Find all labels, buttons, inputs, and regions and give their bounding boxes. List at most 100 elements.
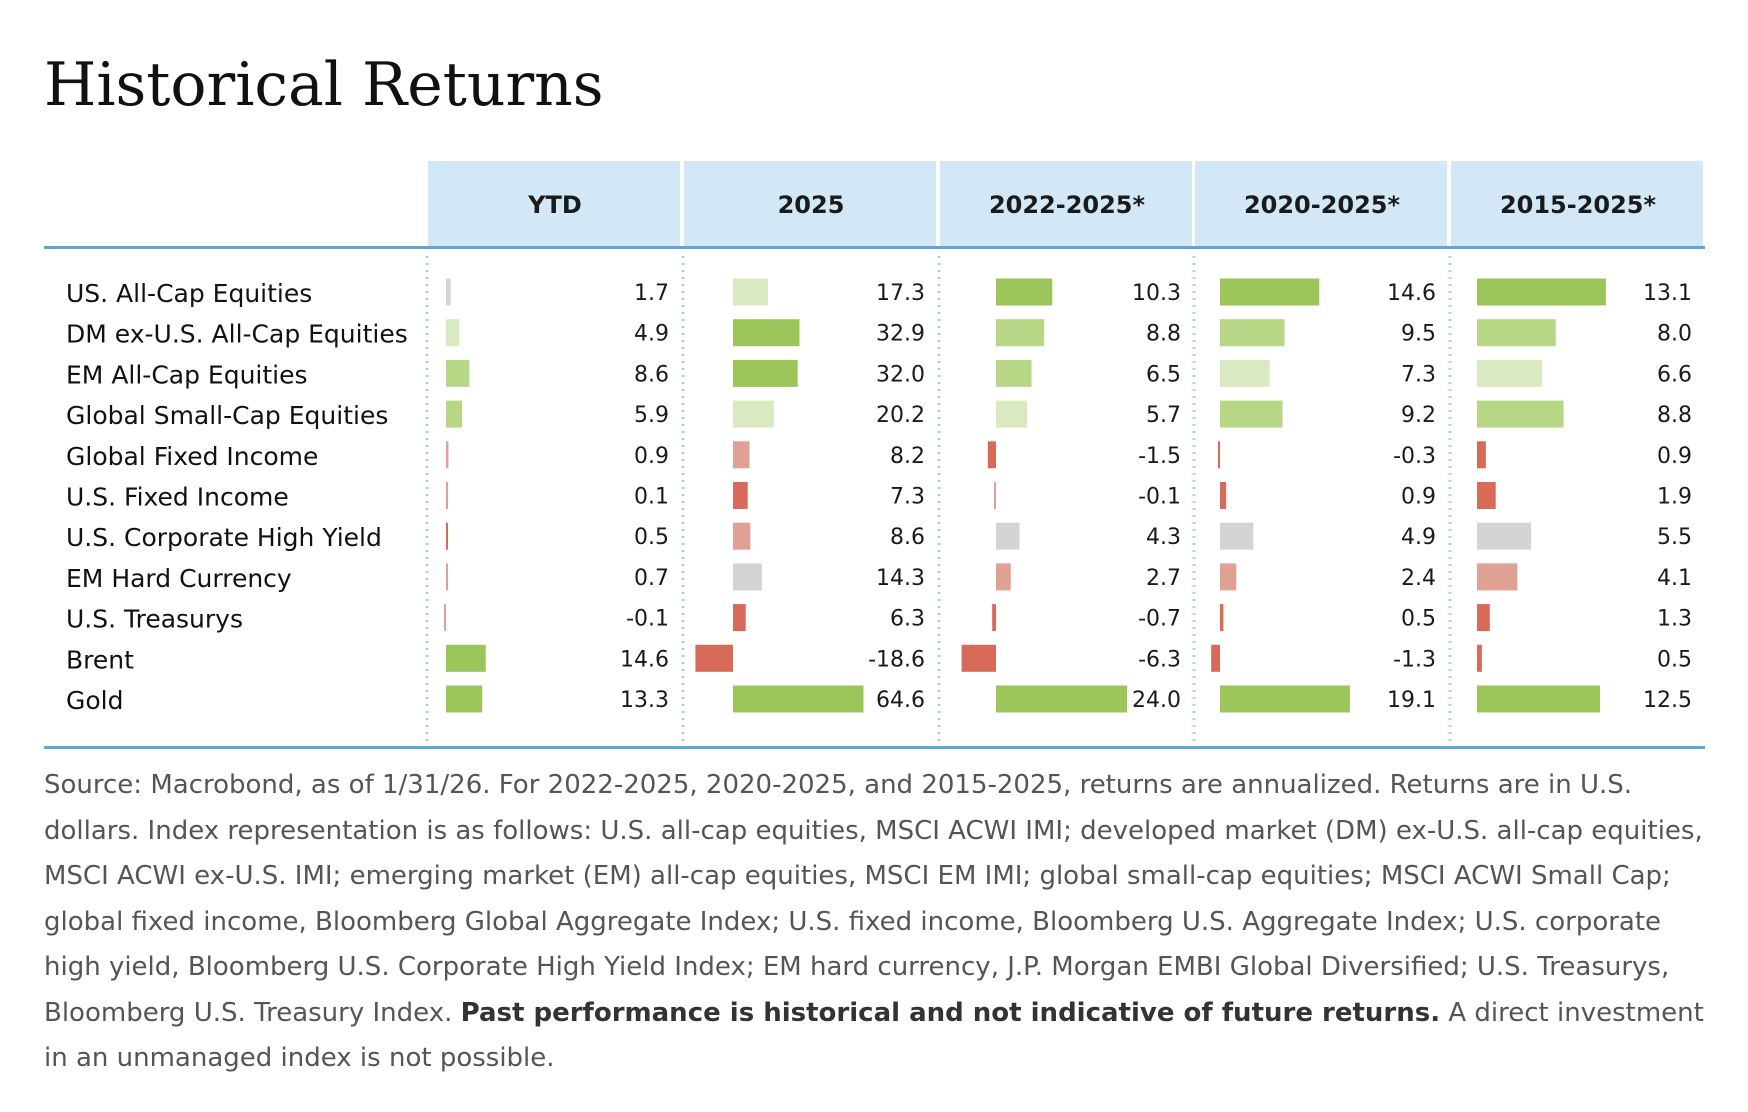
row-label: US. All-Cap Equities (66, 279, 312, 308)
data-bar (1220, 522, 1254, 550)
data-bar (446, 482, 448, 509)
data-label: 0.5 (634, 525, 669, 550)
row-label: EM Hard Currency (66, 564, 292, 593)
row-label: U.S. Treasurys (66, 605, 243, 634)
data-bar (1477, 319, 1556, 347)
source-footnote: Source: Macrobond, as of 1/31/26. For 20… (44, 763, 1710, 1082)
footnote-tail: A direct investment in an unmanaged inde… (44, 997, 1704, 1074)
footnote-disclaimer: Past performance is historical and not i… (460, 997, 1441, 1028)
data-label: 10.3 (1132, 281, 1181, 306)
row-label: EM All-Cap Equities (66, 360, 308, 389)
data-label: 14.6 (620, 647, 669, 672)
data-label: 4.3 (1146, 525, 1181, 550)
data-bar (446, 359, 470, 387)
data-label: 14.3 (876, 566, 925, 591)
data-bar (733, 563, 762, 591)
data-label: 12.5 (1643, 688, 1692, 713)
data-label: -1.3 (1393, 647, 1436, 672)
row-label: Global Fixed Income (66, 442, 318, 471)
data-label: 6.6 (1657, 362, 1692, 387)
data-bar (446, 563, 448, 591)
data-bar (1220, 359, 1270, 387)
data-label: 1.9 (1657, 485, 1692, 510)
data-label: 0.5 (1657, 647, 1692, 672)
data-label: 13.3 (620, 688, 669, 713)
data-label: 4.1 (1657, 566, 1692, 591)
data-bar (733, 319, 800, 347)
data-bar (733, 278, 768, 306)
data-bar (1477, 604, 1490, 632)
data-label: 24.0 (1132, 688, 1181, 713)
data-label: 19.1 (1387, 688, 1436, 713)
data-bar (1477, 278, 1606, 306)
data-label: 8.0 (1657, 322, 1692, 347)
data-label: 32.0 (876, 362, 925, 387)
data-bar (996, 278, 1053, 306)
data-bar (1220, 400, 1283, 428)
data-label: 2.4 (1401, 566, 1436, 591)
data-label: 0.9 (634, 444, 669, 469)
data-label: -0.7 (1138, 607, 1181, 632)
data-label: 7.3 (890, 485, 925, 510)
data-label: 0.7 (634, 566, 669, 591)
data-bar (1220, 685, 1350, 713)
row-label: Gold (66, 686, 123, 715)
data-bar (1220, 563, 1237, 591)
data-label: 8.6 (634, 362, 669, 387)
row-label: Global Small-Cap Equities (66, 401, 388, 430)
row-label: U.S. Fixed Income (66, 483, 289, 512)
data-label: 2.7 (1146, 566, 1181, 591)
data-bar (1211, 644, 1220, 672)
data-label: 1.7 (634, 281, 669, 306)
data-bar (733, 685, 864, 713)
data-bar (996, 685, 1128, 713)
data-label: 4.9 (634, 322, 669, 347)
data-bar (1217, 441, 1220, 469)
column-header-label: 2015-2025* (1500, 191, 1657, 219)
data-bar (996, 359, 1032, 387)
data-label: 0.9 (1657, 444, 1692, 469)
returns-table-chart: YTD 2025 2022-2025* 2020-2025* 2015-2025* US.… (44, 161, 1705, 749)
data-label: 5.9 (634, 403, 669, 428)
header-rule (44, 246, 1705, 249)
data-bar (1477, 441, 1486, 469)
data-bar (996, 522, 1020, 550)
data-bar (1220, 482, 1227, 509)
column-header-label: YTD (527, 191, 582, 219)
data-bar (1220, 278, 1320, 306)
footnote-text: Source: Macrobond, as of 1/31/26. For 20… (44, 770, 1703, 1028)
data-bar (1477, 644, 1482, 672)
row-label: Brent (66, 645, 134, 674)
data-label: 8.2 (890, 444, 925, 469)
data-bar (446, 685, 483, 713)
data-label: 5.7 (1146, 403, 1181, 428)
data-bar (996, 563, 1011, 591)
data-label: -1.5 (1138, 444, 1181, 469)
data-label: 32.9 (876, 322, 925, 347)
data-label: 9.2 (1401, 403, 1436, 428)
column-header-cell (1451, 161, 1703, 248)
data-label: -6.3 (1138, 647, 1181, 672)
column-header-label: 2020-2025* (1244, 191, 1401, 219)
data-label: 8.6 (890, 525, 925, 550)
data-label: 0.5 (1401, 607, 1436, 632)
data-bar (695, 644, 733, 672)
data-label: 13.1 (1643, 281, 1692, 306)
data-label: -0.1 (1138, 485, 1181, 510)
data-label: -18.6 (868, 647, 925, 672)
data-bar (1477, 685, 1600, 713)
data-bar (733, 482, 748, 509)
data-label: 14.6 (1387, 281, 1436, 306)
data-label: 0.9 (1401, 485, 1436, 510)
column-header-cell (940, 161, 1192, 248)
data-label: 5.5 (1657, 525, 1692, 550)
column-header-label: 2022-2025* (989, 191, 1146, 219)
data-bar (1477, 359, 1542, 387)
data-label: 1.3 (1657, 607, 1692, 632)
data-bar (1477, 482, 1496, 509)
data-label: -0.1 (626, 607, 669, 632)
data-bar (733, 359, 798, 387)
data-bar (987, 441, 996, 469)
data-label: -0.3 (1393, 444, 1436, 469)
